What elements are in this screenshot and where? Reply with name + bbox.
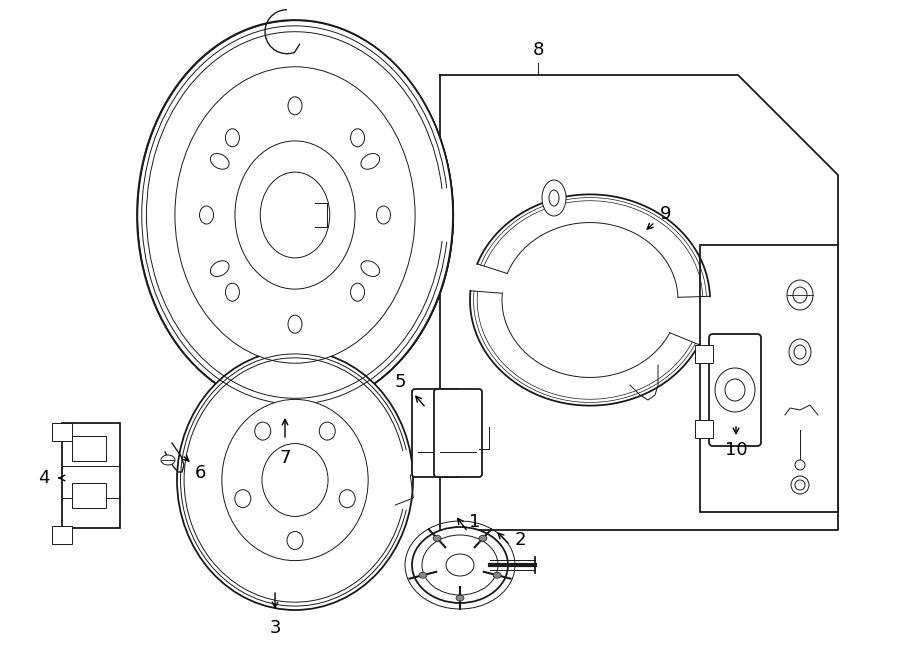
Text: 7: 7 <box>279 449 291 467</box>
Ellipse shape <box>422 535 498 595</box>
Ellipse shape <box>446 554 474 576</box>
Ellipse shape <box>175 67 415 363</box>
Ellipse shape <box>320 422 336 440</box>
Ellipse shape <box>140 22 454 409</box>
Ellipse shape <box>235 490 251 508</box>
Ellipse shape <box>542 180 566 216</box>
Ellipse shape <box>287 531 303 549</box>
Ellipse shape <box>177 350 413 610</box>
Ellipse shape <box>433 535 441 541</box>
Ellipse shape <box>161 455 175 465</box>
Text: 4: 4 <box>38 469 50 487</box>
Ellipse shape <box>493 572 501 578</box>
Bar <box>72 436 106 461</box>
Ellipse shape <box>791 476 809 494</box>
Ellipse shape <box>262 444 328 516</box>
Ellipse shape <box>140 22 454 409</box>
Bar <box>52 423 72 441</box>
Ellipse shape <box>137 20 453 410</box>
Ellipse shape <box>418 572 427 578</box>
FancyBboxPatch shape <box>434 389 482 477</box>
Bar <box>695 345 713 363</box>
Ellipse shape <box>255 422 271 440</box>
Bar <box>695 420 713 438</box>
Text: 9: 9 <box>661 205 671 223</box>
Text: 3: 3 <box>269 619 281 637</box>
Text: 6: 6 <box>194 464 206 482</box>
Ellipse shape <box>549 190 559 206</box>
FancyBboxPatch shape <box>709 334 761 446</box>
Bar <box>72 483 106 508</box>
Text: 2: 2 <box>514 531 526 549</box>
Ellipse shape <box>456 595 464 601</box>
Ellipse shape <box>715 368 755 412</box>
Ellipse shape <box>235 141 355 289</box>
Text: 5: 5 <box>394 373 406 391</box>
Ellipse shape <box>339 490 356 508</box>
Ellipse shape <box>167 340 423 620</box>
Ellipse shape <box>260 172 329 258</box>
Bar <box>700 245 838 512</box>
Ellipse shape <box>725 379 745 401</box>
Ellipse shape <box>412 527 508 603</box>
FancyBboxPatch shape <box>412 389 460 477</box>
Ellipse shape <box>794 345 806 359</box>
Ellipse shape <box>787 280 813 310</box>
Ellipse shape <box>479 535 487 541</box>
Bar <box>62 423 120 528</box>
Ellipse shape <box>793 287 807 303</box>
Text: 1: 1 <box>469 513 481 531</box>
Ellipse shape <box>138 20 453 410</box>
Text: 8: 8 <box>532 41 544 59</box>
Bar <box>52 526 72 544</box>
Ellipse shape <box>221 399 368 561</box>
Ellipse shape <box>789 339 811 365</box>
Ellipse shape <box>139 21 454 410</box>
Ellipse shape <box>795 460 805 470</box>
Text: 10: 10 <box>724 441 747 459</box>
Ellipse shape <box>795 480 805 490</box>
